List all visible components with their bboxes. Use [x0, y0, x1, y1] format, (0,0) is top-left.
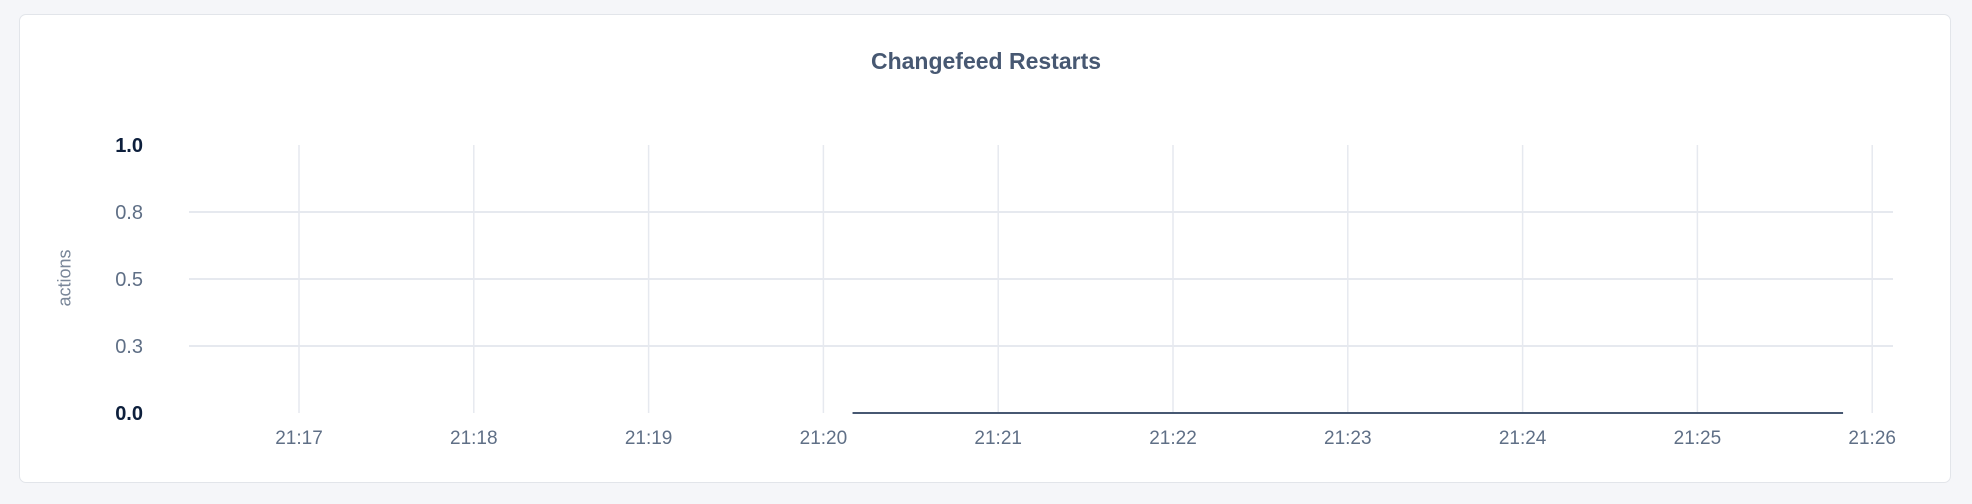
y-tick-label: 1.0 [115, 135, 143, 157]
x-tick-label: 21:19 [625, 428, 673, 449]
x-tick-label: 21:21 [974, 428, 1022, 449]
x-tick-label: 21:26 [1848, 428, 1896, 449]
x-tick-label: 21:25 [1674, 428, 1722, 449]
y-tick-label: 0.5 [115, 269, 143, 291]
y-tick-label: 0.3 [115, 336, 143, 358]
y-tick-label: 0.0 [115, 403, 143, 425]
chart-title: Changefeed Restarts [870, 48, 1102, 74]
y-tick-label: 0.8 [115, 202, 143, 224]
x-tick-label: 21:24 [1499, 428, 1547, 449]
x-tick-label: 21:18 [450, 428, 498, 449]
x-tick-label: 21:20 [800, 428, 848, 449]
chart-card [19, 14, 1951, 483]
x-tick-label: 21:17 [275, 428, 323, 449]
x-tick-label: 21:22 [1149, 428, 1197, 449]
x-tick-label: 21:23 [1324, 428, 1372, 449]
